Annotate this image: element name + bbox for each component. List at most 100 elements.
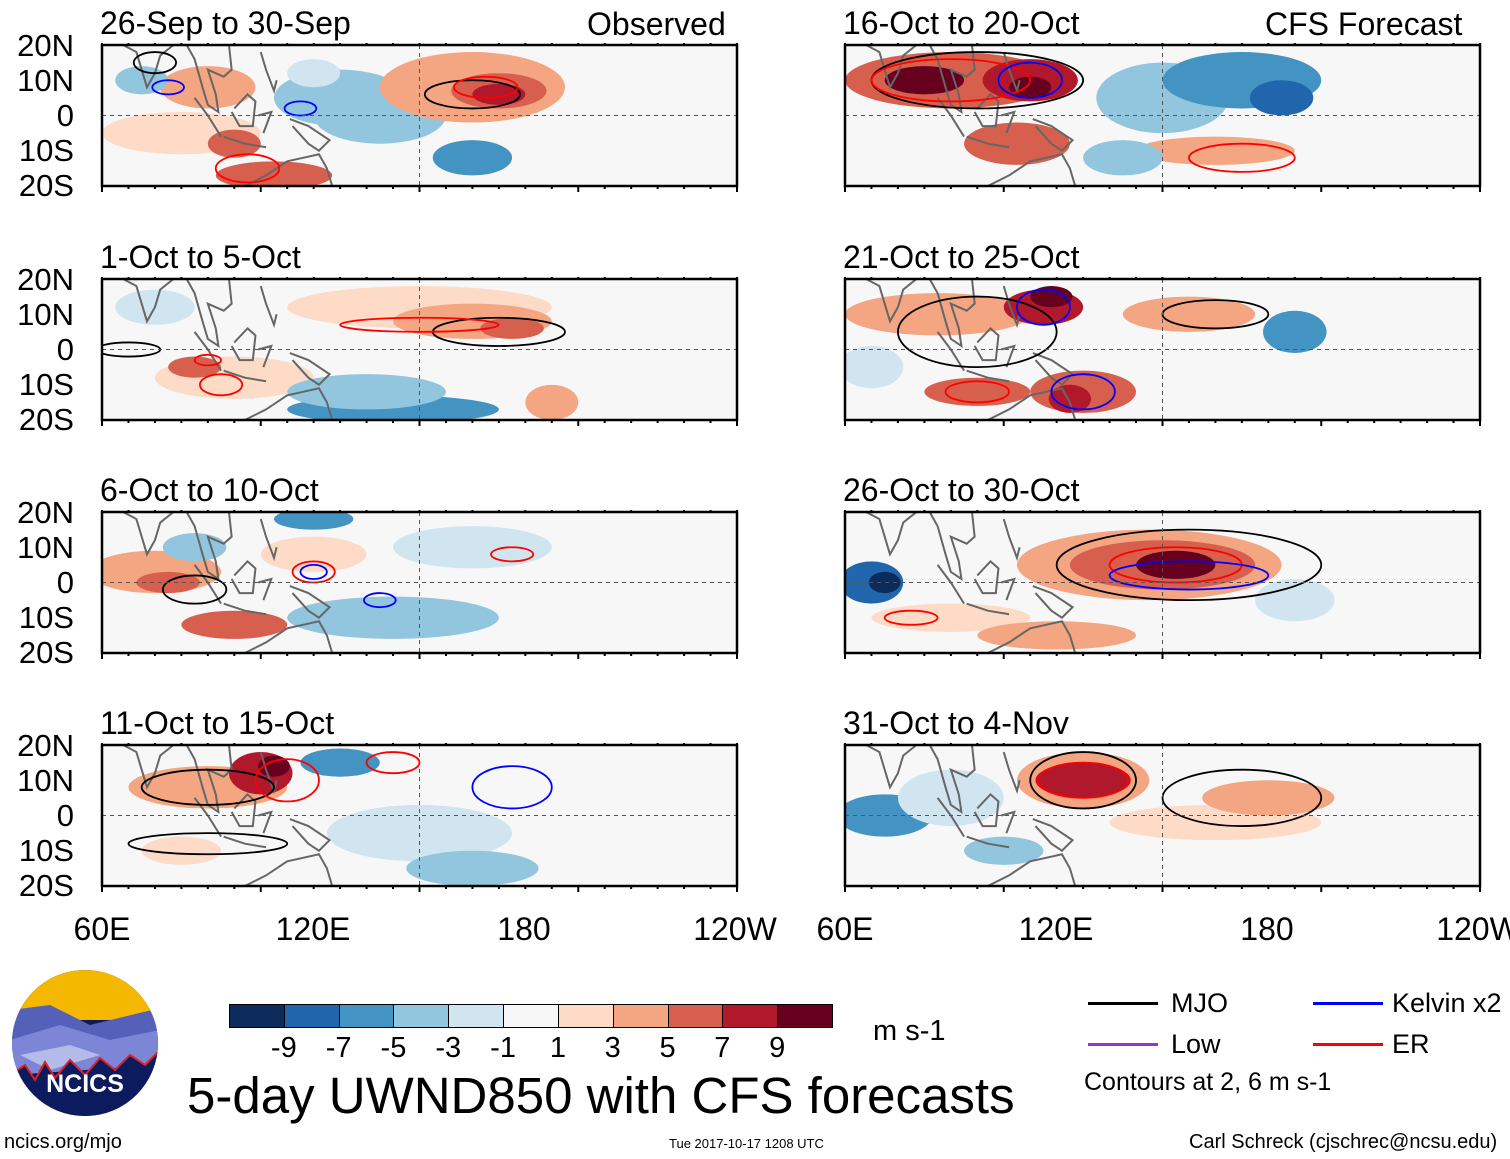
contour-line (883, 609, 939, 626)
panel-title: 26-Sep to 30-Sep (100, 5, 351, 41)
wind-anomaly-region (1255, 578, 1335, 622)
wind-anomaly-region (924, 377, 1031, 406)
contour-line (299, 563, 328, 580)
contour-line (198, 373, 244, 397)
coastline (257, 810, 273, 834)
contour-line (944, 380, 1010, 404)
colorbar-label: 5 (659, 1032, 676, 1064)
wind-anomaly-region (977, 621, 1137, 650)
lat-label: 20S (18, 168, 74, 203)
lat-label: 10S (18, 600, 74, 635)
coastline (987, 853, 1077, 886)
coastline (966, 369, 1010, 383)
map-panel (843, 277, 1482, 426)
lat-label: 20S (18, 868, 74, 903)
coastline (289, 818, 332, 853)
coastline (973, 559, 1000, 595)
wind-anomaly-region (472, 83, 526, 105)
coastline (865, 45, 918, 90)
colorbar-swatch (503, 1004, 559, 1028)
panel-title: 16-Oct to 20-Oct (843, 5, 1080, 41)
wind-anomaly-region (393, 526, 552, 569)
contour-line (254, 758, 320, 803)
coastline (289, 352, 332, 387)
coastline (928, 745, 976, 815)
coastline (1002, 751, 1021, 795)
coastline (122, 745, 175, 790)
colorbar-swatch (777, 1004, 833, 1028)
contour-line (1161, 768, 1323, 827)
wind-anomaly-region (215, 161, 333, 186)
wind-anomaly-region (287, 596, 499, 639)
colorbar-label: 9 (769, 1032, 786, 1064)
panel-title: 1-Oct to 5-Oct (100, 239, 301, 275)
coastline (244, 620, 334, 653)
legend-line-kelvin (1313, 1002, 1383, 1005)
legend-line-mjo (1088, 1002, 1158, 1005)
coastline (122, 512, 175, 557)
wind-anomaly-region (868, 571, 901, 594)
coastline (257, 577, 273, 601)
wind-anomaly-region (525, 384, 579, 420)
coastline (289, 118, 332, 153)
wind-anomaly-region (845, 345, 904, 389)
coastline (244, 387, 334, 420)
coastline (1002, 518, 1021, 562)
colorbar-label: -3 (435, 1032, 462, 1064)
contour-line (897, 295, 1058, 369)
coastline (973, 792, 1000, 828)
colorbar-swatch (448, 1004, 505, 1028)
contour-line (1050, 373, 1116, 411)
coastline (185, 279, 233, 349)
panel-title: 26-Oct to 30-Oct (843, 472, 1080, 508)
map-panel (843, 743, 1482, 892)
colorbar-label: -1 (490, 1032, 516, 1064)
lat-label: 10S (18, 133, 74, 168)
footer-url[interactable]: ncics.org/mjo (4, 1131, 122, 1153)
lat-label: 10S (18, 833, 74, 868)
contour-line (161, 574, 228, 605)
coastline (122, 45, 175, 90)
contour-line (1108, 560, 1270, 591)
lon-label: 120W (693, 911, 777, 947)
coastline (987, 387, 1077, 420)
colorbar-swatch (722, 1004, 779, 1028)
footer-timestamp: Tue 2017-10-17 1208 UTC (669, 1136, 824, 1151)
map-panel (100, 743, 739, 892)
wind-anomaly-region (1202, 780, 1335, 816)
wind-anomaly-region (1083, 140, 1163, 176)
wind-anomaly-region (260, 536, 367, 572)
wind-anomaly-region (845, 293, 1031, 336)
coastline (966, 835, 1010, 849)
panel-title: 31-Oct to 4-Nov (843, 705, 1069, 741)
wind-anomaly-region (160, 66, 256, 109)
wind-anomaly-region (964, 122, 1070, 165)
coastline (122, 279, 175, 324)
lon-label: 60E (73, 911, 131, 947)
coastline (966, 135, 1010, 149)
legend-label-low: Low (1171, 1029, 1221, 1059)
wind-anomaly-region (1122, 296, 1256, 332)
coastline (1002, 285, 1021, 329)
coastline (928, 45, 976, 115)
lat-label: 10N (17, 763, 74, 798)
coastline (987, 620, 1077, 653)
lat-label: 10N (17, 63, 74, 98)
contour-line (1188, 142, 1296, 173)
coastline (1000, 577, 1016, 601)
wind-anomaly-region (964, 836, 1044, 865)
colorbar-label: 7 (714, 1032, 731, 1064)
contour-line (363, 592, 397, 609)
coastline (223, 369, 267, 383)
coastline (1032, 118, 1075, 153)
coastline (259, 518, 278, 562)
coastline (928, 279, 976, 349)
contour-line (1055, 528, 1323, 602)
contour-line (140, 768, 275, 806)
coastline (865, 745, 918, 790)
legend-label-er: ER (1392, 1029, 1430, 1059)
map-panel (843, 43, 1482, 192)
contour-line (283, 100, 318, 117)
wind-anomaly-region (207, 129, 261, 158)
wind-anomaly-region (1048, 384, 1092, 413)
